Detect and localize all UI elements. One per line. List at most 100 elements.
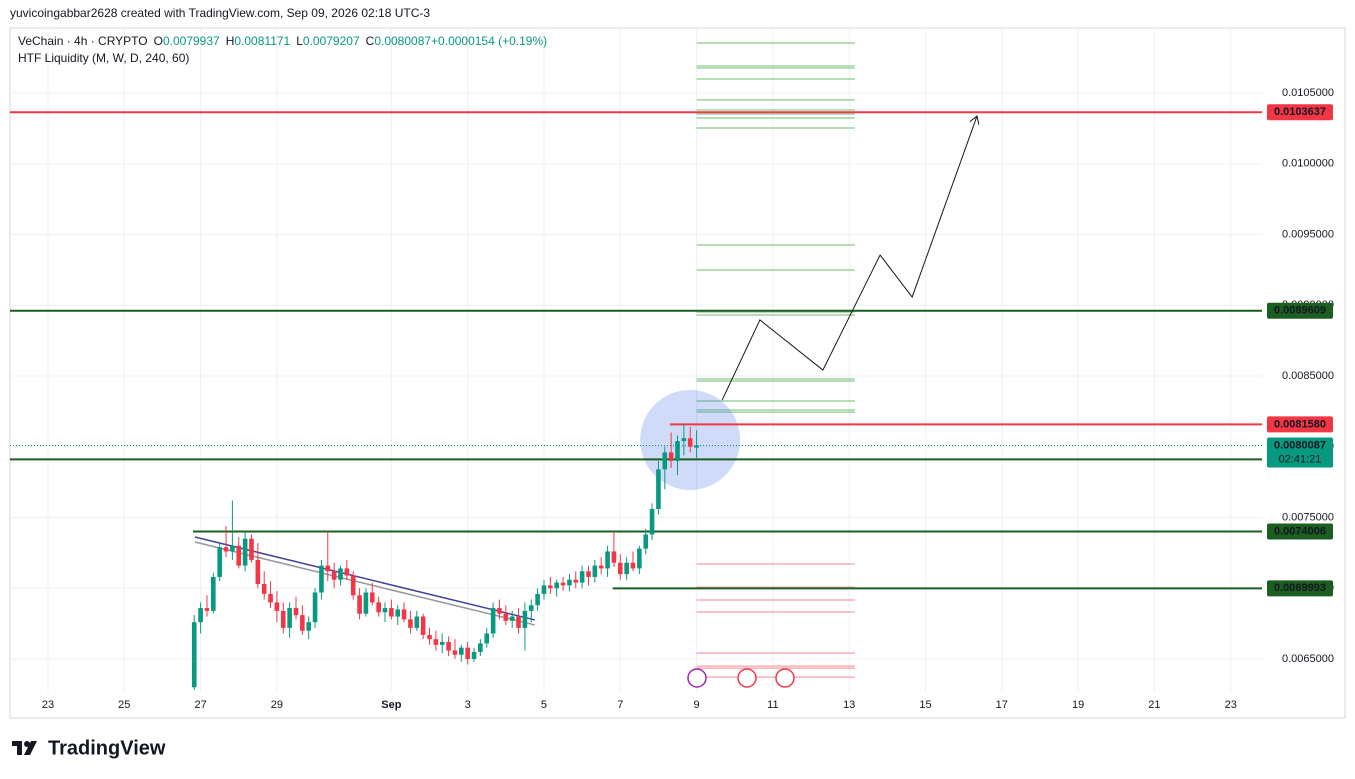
legend-part: H	[226, 34, 235, 48]
legend-part: VeChain · 4h · CRYPTO	[18, 34, 148, 48]
level-label: 0.0074006	[1274, 525, 1326, 537]
candle-body	[280, 610, 286, 628]
x-tick-label: 7	[617, 699, 623, 711]
legend-part: 0.0079937	[163, 34, 220, 48]
candle-body	[255, 559, 261, 584]
candle-body	[617, 562, 623, 575]
chart-frame	[9, 27, 1346, 719]
candle-body	[230, 545, 235, 552]
legend-part: +0.0000154 (+0.19%)	[431, 34, 547, 48]
candle-body	[668, 452, 674, 461]
level-label: 0.0081580	[1274, 418, 1326, 430]
candle-body	[414, 616, 420, 628]
candle-body	[656, 469, 661, 510]
indicator-legend: HTF Liquidity (M, W, D, 240, 60)	[18, 51, 189, 65]
candle-body	[408, 619, 413, 628]
x-tick-label: 5	[541, 699, 547, 711]
y-tick-label: 0.0095000	[1282, 228, 1334, 240]
candle-body	[497, 608, 502, 614]
candle-body	[675, 441, 680, 461]
credit: yuvicoingabbar2628 created with TradingV…	[10, 6, 430, 20]
candle-body	[471, 651, 477, 659]
candle-body	[268, 593, 273, 603]
level-label-box	[1267, 416, 1333, 433]
candle-body	[242, 538, 248, 566]
event-icon	[687, 668, 707, 688]
y-tick-label: 0.0105000	[1282, 87, 1334, 99]
candle-body	[662, 452, 668, 470]
x-tick-label: 17	[996, 699, 1008, 711]
candle-body	[223, 547, 229, 552]
last-price-label: 0.0080087	[1274, 439, 1326, 451]
candle-body	[465, 647, 470, 659]
candle-body	[452, 650, 458, 655]
candle-body	[694, 445, 699, 448]
level-label: 0.0069993	[1274, 582, 1326, 594]
candle-body	[306, 622, 311, 631]
brand: TradingView	[48, 737, 166, 759]
candle-body	[503, 613, 509, 621]
candle-body	[681, 438, 687, 442]
x-tick-label: 23	[42, 699, 54, 711]
candle-body	[319, 565, 324, 593]
candle-body	[478, 643, 483, 652]
candle-body	[528, 605, 534, 611]
candle-body	[261, 583, 267, 594]
level-label: 0.0103637	[1274, 106, 1326, 118]
candle-body	[573, 579, 579, 583]
level-label-box	[1267, 302, 1333, 319]
candle-body	[649, 509, 655, 535]
candle-body	[459, 647, 464, 655]
legend-part: 0.0080087	[374, 34, 431, 48]
legend-part: O	[154, 34, 163, 48]
symbol-legend: VeChain · 4h · CRYPTO O0.0079937 H0.008117…	[18, 34, 547, 48]
projection-path	[721, 116, 977, 401]
candle-body	[611, 551, 617, 563]
x-tick-label: 25	[118, 699, 130, 711]
candle-body	[567, 579, 572, 586]
event-icon	[775, 668, 795, 688]
candle-body	[516, 616, 521, 628]
last-price-box	[1267, 437, 1333, 468]
candle-body	[509, 616, 515, 621]
candle-body	[579, 571, 585, 583]
candle-body	[637, 548, 642, 569]
level-label: 0.0089609	[1274, 305, 1326, 317]
candle-body	[382, 608, 388, 613]
candle-body	[376, 602, 381, 613]
candle-body	[293, 608, 299, 616]
candle-body	[191, 622, 197, 688]
x-tick-label: 29	[271, 699, 283, 711]
candle-body	[300, 615, 305, 631]
logo	[12, 741, 37, 755]
candle-body	[548, 585, 553, 589]
candle-body	[687, 438, 693, 447]
y-tick-label: 0.0085000	[1282, 370, 1334, 382]
candle-body	[560, 582, 566, 586]
candle-body	[312, 592, 318, 623]
candle-body	[204, 608, 210, 611]
candle-body	[522, 610, 528, 628]
candle-body	[236, 545, 242, 566]
x-tick-label: Sep	[381, 699, 401, 711]
candle-body	[287, 608, 292, 628]
candle-body	[624, 562, 629, 575]
candle-body	[420, 616, 426, 635]
candle-body	[344, 568, 350, 576]
candle-body	[586, 571, 591, 577]
candle-body	[484, 633, 490, 644]
candle-body	[338, 568, 343, 580]
candle-body	[350, 575, 356, 596]
candle-body	[331, 571, 337, 580]
candle-body	[446, 642, 451, 651]
candle-body	[217, 547, 222, 577]
candle-body	[427, 634, 432, 640]
legend-part: L	[296, 34, 303, 48]
legend-part: 0.0079207	[303, 34, 360, 48]
level-label-box	[1267, 104, 1333, 121]
x-tick-label: 15	[919, 699, 931, 711]
candle-body	[401, 609, 407, 620]
candle-body	[605, 551, 610, 569]
y-tick-label: 0.0100000	[1282, 158, 1334, 170]
